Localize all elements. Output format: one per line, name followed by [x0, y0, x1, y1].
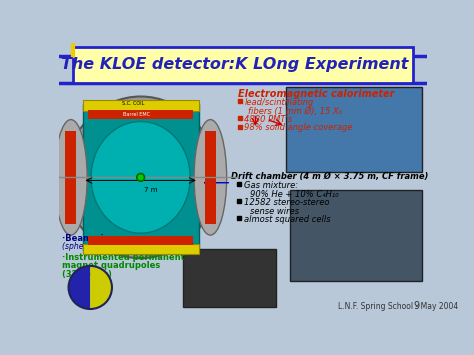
Text: (32 PMT's): (32 PMT's) — [63, 270, 112, 279]
Bar — [88, 236, 193, 245]
Bar — [82, 244, 199, 254]
Text: Electromagnetic calorimeter: Electromagnetic calorimeter — [237, 89, 394, 99]
Text: 4880 PMT's: 4880 PMT's — [245, 115, 292, 124]
Text: almost squared cells: almost squared cells — [244, 215, 330, 224]
Text: S.C. COIL: S.C. COIL — [122, 101, 144, 106]
Text: 90% He + 10% C₄H₁₀: 90% He + 10% C₄H₁₀ — [250, 190, 338, 199]
FancyBboxPatch shape — [82, 104, 199, 251]
Text: 12582 stereo-stereo: 12582 stereo-stereo — [244, 198, 329, 207]
Text: 98% solid angle coverage: 98% solid angle coverage — [245, 124, 353, 132]
Text: (spherical, 10 cm Ø, 0.5 mm thick): (spherical, 10 cm Ø, 0.5 mm thick) — [63, 242, 195, 251]
FancyBboxPatch shape — [73, 47, 413, 83]
Bar — [205, 131, 216, 224]
Bar — [82, 100, 199, 111]
Text: L.N.F. Spring School - May 2004: L.N.F. Spring School - May 2004 — [338, 302, 458, 311]
Text: 9: 9 — [413, 301, 419, 311]
Text: magnet quadrupoles: magnet quadrupoles — [63, 261, 161, 270]
Bar — [88, 110, 193, 119]
Ellipse shape — [194, 120, 227, 235]
Ellipse shape — [137, 174, 145, 181]
Bar — [65, 131, 76, 224]
FancyBboxPatch shape — [183, 249, 276, 307]
Text: Drift chamber (4 m Ø × 3.75 m, CF frame): Drift chamber (4 m Ø × 3.75 m, CF frame) — [231, 172, 428, 181]
Text: fibers (1 mm Ø), 15 X₀: fibers (1 mm Ø), 15 X₀ — [248, 106, 343, 115]
Ellipse shape — [65, 97, 216, 258]
Ellipse shape — [91, 121, 190, 233]
Text: The KLOE detector:K LOng Experiment: The KLOE detector:K LOng Experiment — [62, 58, 409, 72]
Wedge shape — [90, 266, 112, 309]
Text: 7 m: 7 m — [145, 187, 158, 193]
Ellipse shape — [55, 120, 87, 235]
Text: ·Instrumented permanent: ·Instrumented permanent — [63, 253, 185, 262]
Text: lead/scintillating: lead/scintillating — [245, 98, 314, 107]
Text: Gas mixture:: Gas mixture: — [244, 181, 298, 190]
FancyBboxPatch shape — [286, 87, 422, 172]
FancyBboxPatch shape — [290, 190, 422, 281]
Text: Barrel EMC: Barrel EMC — [123, 112, 150, 117]
Wedge shape — [69, 266, 90, 309]
Text: ·Beam pipe :: ·Beam pipe : — [63, 234, 122, 242]
Text: sense wires: sense wires — [250, 207, 299, 215]
